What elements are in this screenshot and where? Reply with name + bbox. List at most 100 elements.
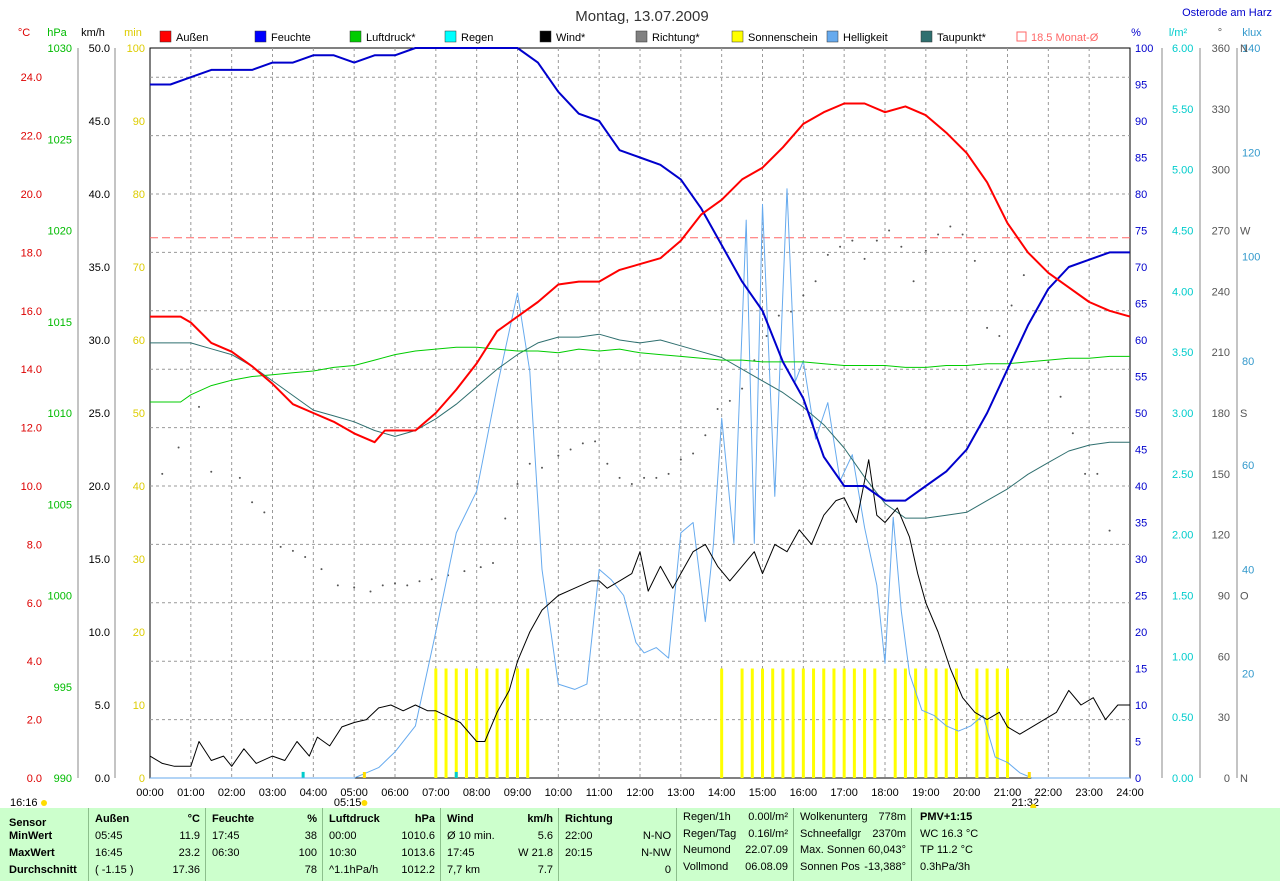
summary-pmv-row: WC 16.3 °C [912,828,1032,844]
direction-point [863,257,866,260]
wind-tick-label: 5.0 [95,700,110,712]
summary-richtung-row: 22:00 N-NO [559,830,677,846]
summary-regen-row-value: 22.07.09 [745,844,788,856]
direction-tick-label: 240 [1212,286,1230,298]
summary-aussen-row-left: ( -1.15 ) [95,864,134,876]
summary-wind-row-left: Ø 10 min. [447,830,495,842]
sunshine-bar [985,668,989,778]
direction-point [394,582,396,585]
summary-richtung-header: Richtung [559,813,677,829]
summary-aussen-title: Außen [95,813,130,825]
sunshine-bar [720,668,724,778]
summary-feuchte-row: 17:45 38 [206,830,323,846]
series-wind-line [149,459,1130,767]
direction-point [291,549,294,552]
direction-point [1022,274,1025,277]
summary-wolken-row: Sonnen Pos -13,388° [794,861,912,877]
brightness-tick-label: 20 [1242,669,1254,681]
summary-aussen-row-left: 05:45 [95,830,123,842]
direction-point [406,584,409,587]
sunshine-bar [944,668,948,778]
sunset-label: 21:32 [1012,797,1040,808]
wind-tick-label: 30.0 [89,335,110,347]
summary-aussen-unit: °C [187,813,200,825]
direction-point [937,233,940,236]
rain-bar [454,771,458,778]
direction-point [198,405,200,408]
temp-tick-label: 16.0 [21,306,42,318]
temp-tick-label: 0.0 [27,773,42,785]
sunshine-bar [791,668,795,778]
direction-point [802,294,805,297]
brightness-tick-label: 80 [1242,356,1254,368]
summary-table: Sensor MinWert MaxWert Durchschnitt Außen °C 0… [0,808,1280,881]
direction-point [304,555,307,558]
direction-point [430,578,433,581]
sunshine-bar [454,668,458,778]
summary-aussen-row-left: 16:45 [95,847,123,859]
brightness-tick-label: 120 [1242,147,1260,159]
legend: Außen Feuchte Luftdruck* Regen Wind* Richtung… [159,30,1099,44]
humidity-tick-label: 10 [1135,700,1147,712]
direction-tick-label: 30 [1218,712,1230,724]
direction-tick-label: 60 [1218,651,1230,663]
direction-point [692,452,695,455]
summary-aussen-row-right: 23.2 [178,847,200,859]
x-axis: 00:00 01:00 02:00 03:00 04:00 05:00 06:00 07:00… [136,787,1144,799]
summary-aussen-row-right: 11.9 [179,830,200,842]
humidity-tick-label: 65 [1135,299,1147,311]
temp-tick-label: 14.0 [21,364,42,376]
direction-point [875,239,878,242]
sunshine-bar [740,668,744,778]
humidity-tick-label: 90 [1135,116,1147,128]
temp-tick-label: 6.0 [27,598,42,610]
x-tick-label: 18:00 [871,787,899,799]
direction-tick-label: 150 [1212,469,1230,481]
summary-wolken-row-label: Sonnen Pos [800,860,860,873]
sunshine-bar [873,668,877,778]
temp-tick-label: 22.0 [21,131,42,143]
summary-richtung-row-left: 20:15 [565,847,593,859]
x-tick-label: 09:00 [504,787,532,799]
rain-unit-label: l/m² [1169,27,1188,39]
humidity-tick-label: 60 [1135,335,1147,347]
sunshine-bar [863,668,867,778]
series-außen-line [150,102,1131,444]
summary-feuchte-row: 78 [206,864,323,880]
summary-luftdruck-unit: hPa [414,813,435,825]
summary-row-label: Durchschnitt [0,864,88,880]
summary-regen-row-value: 0.00l/m² [748,811,788,823]
direction-tick-label: 330 [1212,104,1230,116]
direction-point [986,326,989,329]
location-label: Osterode am Harz [1182,7,1272,19]
sun-tick-label: 50 [133,408,145,420]
direction-tick-label: 300 [1212,165,1230,177]
sun-markers: 05:15 21:32 16:16 [10,772,1039,808]
summary-richtung-row: 20:15 N-NW [559,847,677,863]
summary-wolken-row-value: 2370m [872,827,906,840]
direction-point [541,466,543,469]
pressure-tick-label: 1030 [48,43,72,55]
sunshine-bar [771,668,775,778]
series [149,47,1131,779]
summary-regen-row-label: Regen/Tag [683,827,737,840]
summary-sensor-column: Sensor MinWert MaxWert Durchschnitt [0,808,88,881]
wind-tick-label: 0.0 [95,773,110,785]
direction-point [1084,472,1087,475]
direction-point [998,334,1001,337]
x-tick-label: 16:00 [790,787,818,799]
direction-point [888,229,891,232]
wind-tick-label: 45.0 [89,116,110,128]
direction-point [961,233,964,236]
humidity-tick-label: 95 [1135,80,1147,92]
sunshine-bar [975,668,979,778]
legend-label: Taupunkt* [937,32,987,44]
temp-tick-label: 2.0 [27,715,42,727]
temp-tick-label: 12.0 [21,423,42,435]
sun-tick-label: 40 [133,481,145,493]
rain-tick-label: 1.00 [1172,651,1193,663]
summary-luftdruck-title: Luftdruck [329,813,380,825]
sunshine-bar [1006,668,1009,778]
summary-wind-row: Ø 10 min. 5.6 [441,830,559,846]
sun-tick-label: 30 [133,554,145,566]
